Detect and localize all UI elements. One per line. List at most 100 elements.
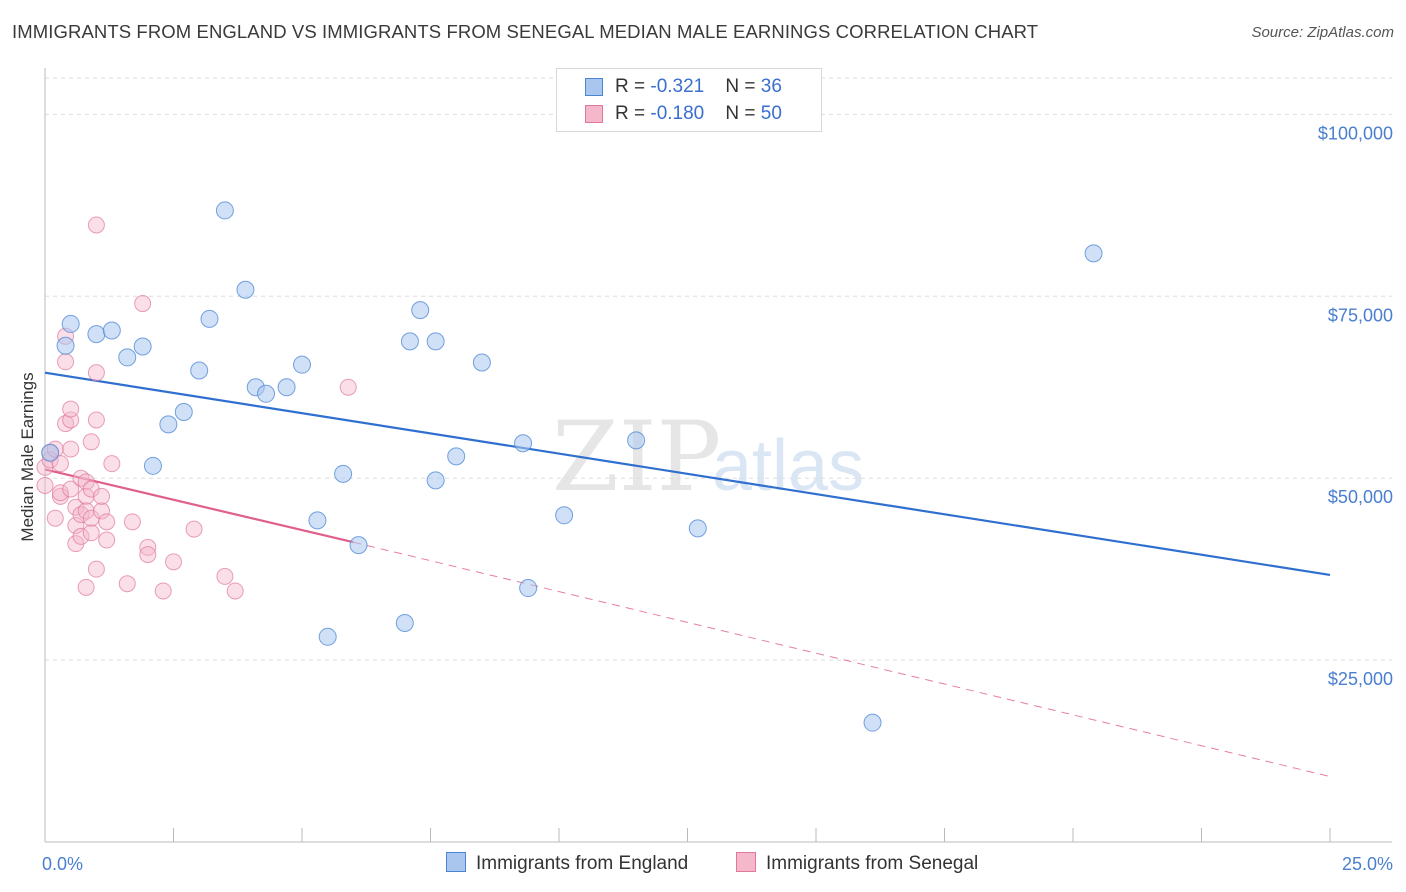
- england-point: [257, 384, 276, 403]
- england-point: [395, 613, 414, 632]
- correlation-legend: R = -0.321 N = 36 R = -0.180 N = 50: [556, 68, 822, 132]
- senegal-trend-extension: [353, 541, 1331, 778]
- england-point: [334, 464, 353, 483]
- england-point: [1084, 244, 1103, 263]
- england-point: [190, 361, 209, 380]
- england-legend-swatch: [446, 852, 466, 872]
- axis-labels: $25,000 $50,000 $75,000 $100,000 0.0% 25.0% Me…: [18, 123, 1393, 874]
- y-tick-label: $50,000: [1328, 487, 1393, 507]
- england-r-label: R =: [615, 76, 651, 97]
- source-label: Source: ZipAtlas.com: [1251, 24, 1394, 41]
- england-point: [627, 431, 646, 450]
- senegal-point: [62, 400, 80, 418]
- england-point: [863, 713, 882, 732]
- senegal-point: [139, 546, 157, 564]
- england-point: [519, 579, 538, 598]
- senegal-r-value: -0.180: [650, 103, 705, 124]
- england-point: [426, 471, 445, 490]
- senegal-point: [57, 353, 75, 371]
- senegal-point: [93, 487, 111, 505]
- england-point: [118, 348, 137, 367]
- england-r-value: -0.321: [650, 76, 705, 97]
- england-point: [236, 280, 255, 299]
- england-point: [159, 415, 178, 434]
- senegal-point: [98, 513, 116, 531]
- senegal-point: [185, 520, 203, 538]
- england-point: [426, 332, 445, 351]
- senegal-trend-line: [44, 468, 354, 544]
- england-point: [277, 378, 296, 397]
- england-point: [411, 301, 430, 320]
- watermark-atlas: atlas: [712, 426, 864, 506]
- england-point: [447, 447, 466, 466]
- senegal-point: [216, 567, 234, 585]
- senegal-point: [118, 575, 136, 593]
- senegal-point: [46, 509, 64, 527]
- senegal-point: [87, 364, 105, 382]
- england-point: [688, 519, 707, 538]
- england-point: [318, 627, 337, 646]
- england-legend-label: Immigrants from England: [476, 853, 689, 874]
- england-point: [293, 355, 311, 374]
- senegal-point: [154, 582, 172, 600]
- england-trend-line: [44, 371, 1331, 577]
- x-tick-label: 0.0%: [42, 854, 83, 874]
- england-n-value: 36: [760, 76, 782, 97]
- england-point: [514, 434, 533, 453]
- senegal-point: [134, 295, 152, 313]
- y-tick-label: $25,000: [1328, 669, 1393, 689]
- england-point: [472, 353, 491, 372]
- england-point: [87, 325, 106, 344]
- senegal-point: [87, 216, 105, 234]
- england-point: [41, 443, 60, 462]
- senegal-point: [103, 455, 121, 473]
- senegal-point: [51, 484, 69, 502]
- england-swatch: [585, 78, 603, 96]
- bottom-legend-senegal: Immigrants from Senegal: [736, 852, 978, 875]
- trend-lines: [44, 371, 1331, 778]
- england-point: [102, 321, 121, 340]
- senegal-point: [67, 516, 85, 534]
- england-n-label: N =: [725, 76, 761, 97]
- y-tick-label: $75,000: [1328, 305, 1393, 325]
- england-point: [56, 336, 75, 355]
- senegal-point: [93, 502, 111, 520]
- senegal-n-value: 50: [760, 103, 782, 124]
- grid: [45, 77, 1392, 661]
- y-axis-label: Median Male Earnings: [18, 372, 37, 541]
- england-point: [349, 536, 368, 555]
- england-point: [174, 402, 193, 421]
- england-point: [143, 456, 162, 475]
- senegal-point: [165, 553, 182, 571]
- senegal-n-label: N =: [725, 103, 761, 124]
- senegal-point: [87, 411, 105, 429]
- senegal-point: [62, 440, 80, 458]
- senegal-swatch: [585, 105, 603, 123]
- bottom-legend-england: Immigrants from England: [446, 852, 688, 875]
- senegal-point: [77, 578, 95, 596]
- england-point: [215, 201, 234, 220]
- england-point: [555, 506, 574, 525]
- senegal-point: [82, 433, 100, 451]
- senegal-point: [62, 480, 80, 498]
- england-point: [61, 314, 80, 333]
- senegal-point: [123, 513, 141, 531]
- england-point: [200, 309, 219, 328]
- senegal-point: [87, 560, 105, 578]
- england-point: [133, 337, 152, 356]
- england-point: [308, 511, 327, 530]
- senegal-point: [339, 378, 357, 396]
- data-points: [36, 201, 1103, 732]
- senegal-r-label: R =: [615, 103, 651, 124]
- senegal-point: [226, 582, 244, 600]
- senegal-point: [51, 455, 69, 473]
- chart-title: IMMIGRANTS FROM ENGLAND VS IMMIGRANTS FR…: [12, 21, 1039, 42]
- senegal-point: [139, 538, 157, 556]
- senegal-point: [98, 531, 116, 549]
- senegal-legend-swatch: [736, 852, 756, 872]
- england-point: [400, 332, 419, 351]
- x-tick-label: 25.0%: [1342, 854, 1393, 874]
- watermark: ZIP atlas: [552, 401, 864, 513]
- y-tick-label: $100,000: [1318, 123, 1393, 143]
